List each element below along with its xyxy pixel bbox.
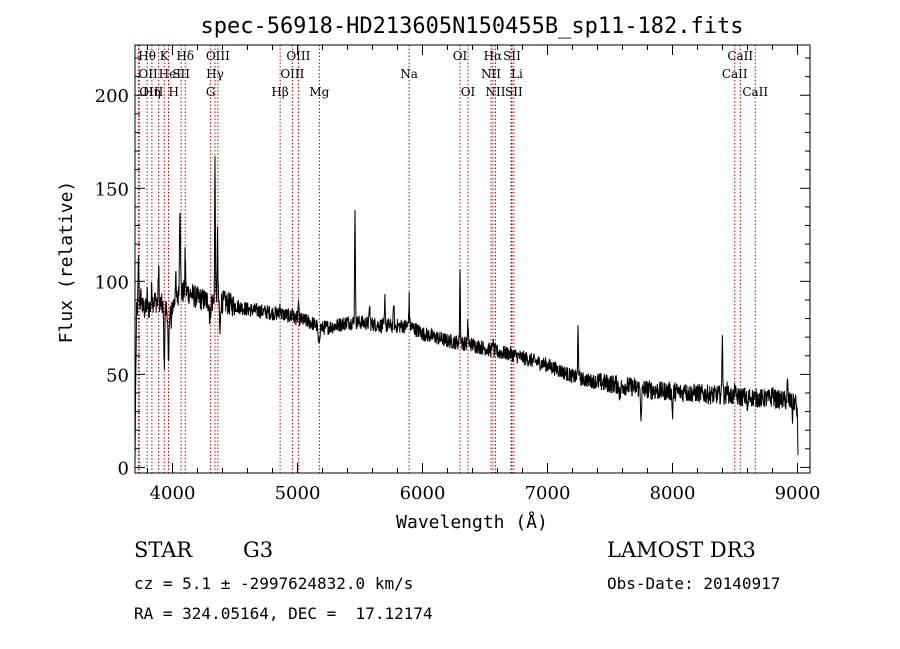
line-label: OII <box>138 67 158 81</box>
x-tick-label: 7000 <box>525 483 571 504</box>
line-label: G <box>206 85 216 99</box>
x-axis-label: Wavelength (Å) <box>396 511 548 533</box>
line-labels: HθOIIOIIIHηKHeIHSIIHδGHγOIIIHβOIIIOIIIMg… <box>138 49 768 99</box>
line-markers <box>137 45 756 473</box>
y-tick-label: 50 <box>106 365 129 386</box>
line-label: H <box>169 85 179 99</box>
redshift-readout: cz = 5.1 ± -2997624832.0 km/s <box>134 574 414 593</box>
line-label: Hγ <box>206 67 224 81</box>
chart-title: spec-56918-HD213605N150455B_sp11-182.fit… <box>200 14 743 39</box>
y-tick-label: 0 <box>118 458 129 479</box>
line-label: OIII <box>280 67 304 81</box>
x-axis: 4000 5000 6000 7000 8000 9000 <box>147 45 821 504</box>
line-label: SII <box>172 67 190 81</box>
line-label: Mg <box>309 85 329 99</box>
line-label: OIII <box>286 49 310 63</box>
x-tick-label: 5000 <box>275 483 321 504</box>
spectrum-line <box>134 155 799 464</box>
line-label: Hβ <box>271 85 288 99</box>
line-label: CaII <box>742 85 768 99</box>
y-tick-label: 150 <box>95 179 129 200</box>
plot-frame <box>134 44 811 474</box>
line-label: K <box>160 49 170 63</box>
object-subclass: G3 <box>243 538 274 562</box>
line-label: Hθ <box>138 49 156 63</box>
line-label: OIII <box>206 49 230 63</box>
x-tick-label: 6000 <box>400 483 446 504</box>
y-axis: 0 50 100 150 200 <box>95 57 810 479</box>
line-label: Hδ <box>176 49 194 63</box>
survey-name: LAMOST DR3 <box>607 538 756 562</box>
line-label: Hη <box>143 85 161 99</box>
line-label: CaII <box>727 49 753 63</box>
x-tick-label: 8000 <box>650 483 696 504</box>
line-label: Na <box>400 67 418 81</box>
observation-date: Obs-Date: 20140917 <box>607 574 781 593</box>
line-label: OI <box>453 49 468 63</box>
y-axis-label: Flux (relative) <box>56 181 77 344</box>
line-label: SII <box>503 49 521 63</box>
line-label: HeI <box>159 67 182 81</box>
line-label: CaII <box>722 67 748 81</box>
y-tick-label: 100 <box>95 272 129 293</box>
coordinates-readout: RA = 324.05164, DEC = 17.12174 <box>134 604 433 623</box>
line-label: NII <box>486 85 506 99</box>
line-label: OIII <box>139 85 163 99</box>
line-label: Hα <box>484 49 503 63</box>
y-tick-label: 200 <box>95 86 129 107</box>
line-label: NII <box>481 67 501 81</box>
x-tick-label: 9000 <box>775 483 821 504</box>
line-label: OI <box>461 85 476 99</box>
line-label: Li <box>511 67 523 81</box>
object-class: STAR <box>134 538 193 562</box>
x-tick-label: 4000 <box>150 483 196 504</box>
line-label: SII <box>505 85 523 99</box>
